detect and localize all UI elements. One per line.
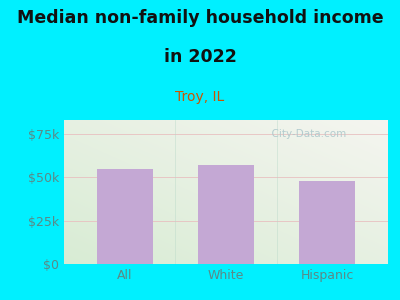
- Bar: [300, 181, 355, 264]
- Text: Troy, IL: Troy, IL: [175, 90, 225, 104]
- Text: City-Data.com: City-Data.com: [265, 129, 346, 140]
- Text: in 2022: in 2022: [164, 48, 236, 66]
- Bar: [97, 169, 152, 264]
- Text: Median non-family household income: Median non-family household income: [17, 9, 383, 27]
- Bar: [198, 165, 254, 264]
